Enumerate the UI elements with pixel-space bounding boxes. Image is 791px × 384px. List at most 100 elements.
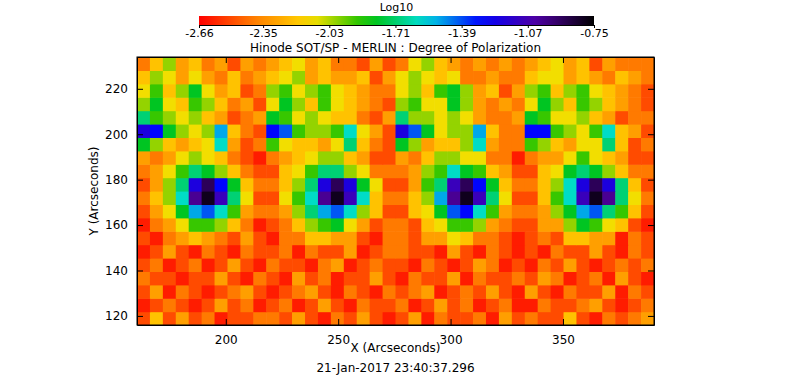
heatmap-cell: [318, 111, 332, 125]
heatmap-cell: [447, 191, 461, 205]
heatmap-cell: [176, 258, 190, 272]
heatmap-cell: [473, 151, 487, 165]
heatmap-cell: [564, 231, 578, 245]
heatmap-cell: [150, 245, 164, 259]
heatmap-cell: [215, 124, 229, 138]
heatmap-cell: [434, 57, 448, 71]
heatmap-cell: [279, 204, 293, 218]
heatmap-cell: [408, 137, 422, 151]
heatmap-cell: [227, 137, 241, 151]
heatmap-cell: [396, 137, 410, 151]
heatmap-cell: [615, 218, 629, 232]
heatmap-cell: [486, 231, 500, 245]
heatmap-cell: [383, 70, 397, 84]
heatmap-cell: [576, 164, 590, 178]
heatmap-cell: [576, 57, 590, 71]
heatmap-cell: [370, 151, 384, 165]
tick: 200: [105, 128, 143, 142]
heatmap-cell: [240, 178, 254, 192]
heatmap-cell: [421, 137, 435, 151]
heatmap-cell: [279, 218, 293, 232]
heatmap-cell: [628, 111, 642, 125]
heatmap-cell: [564, 245, 578, 259]
heatmap-cell: [305, 245, 319, 259]
heatmap-cell: [331, 97, 345, 111]
heatmap-cell: [589, 298, 603, 312]
heatmap-cell: [551, 271, 565, 285]
heatmap-cell: [421, 191, 435, 205]
heatmap-cell: [538, 70, 552, 84]
heatmap-cell: [551, 258, 565, 272]
heatmap-cell: [266, 231, 280, 245]
heatmap-cell: [370, 258, 384, 272]
heatmap-cell: [202, 164, 216, 178]
heatmap-cell: [525, 191, 539, 205]
heatmap-cell: [137, 191, 151, 205]
heatmap-cell: [266, 111, 280, 125]
heatmap-cell: [279, 258, 293, 272]
tick-mark: [137, 225, 143, 226]
heatmap-cell: [344, 191, 358, 205]
heatmap-cell: [499, 231, 513, 245]
heatmap-cell: [163, 258, 177, 272]
heatmap-cell: [305, 137, 319, 151]
heatmap-cell: [460, 298, 474, 312]
heatmap-cell: [538, 137, 552, 151]
heatmap-cell: [615, 97, 629, 111]
heatmap-cell: [499, 111, 513, 125]
tick: 220: [105, 82, 143, 96]
tick-mark: [137, 134, 143, 135]
heatmap-cell: [460, 178, 474, 192]
heatmap-cell: [564, 97, 578, 111]
heatmap-cell: [227, 258, 241, 272]
tick-label: 140: [105, 264, 128, 278]
heatmap-cell: [486, 151, 500, 165]
heatmap-cell: [344, 70, 358, 84]
heatmap-cell: [279, 151, 293, 165]
heatmap-cell: [383, 298, 397, 312]
heatmap-cell: [176, 57, 190, 71]
heatmap-cell: [421, 285, 435, 299]
heatmap-cell: [615, 191, 629, 205]
heatmap-cell: [305, 191, 319, 205]
heatmap-cell: [486, 164, 500, 178]
heatmap-cell: [227, 312, 241, 325]
heatmap-cell: [240, 57, 254, 71]
heatmap-cell: [202, 312, 216, 325]
heatmap-cell: [215, 164, 229, 178]
heatmap-cell: [279, 298, 293, 312]
heatmap-cell: [396, 204, 410, 218]
heatmap-cell: [253, 97, 267, 111]
heatmap-cell: [460, 191, 474, 205]
heatmap-cell: [460, 231, 474, 245]
heatmap-cell: [615, 151, 629, 165]
heatmap-cell: [447, 245, 461, 259]
colorbar-tick-label: -1.39: [448, 27, 476, 40]
heatmap-cell: [564, 271, 578, 285]
heatmap-cell: [434, 178, 448, 192]
heatmap-cell: [227, 204, 241, 218]
heatmap-cell: [163, 285, 177, 299]
heatmap-cell: [266, 84, 280, 98]
heatmap-cell: [344, 218, 358, 232]
heatmap-cell: [551, 245, 565, 259]
heatmap-cell: [227, 231, 241, 245]
heatmap-cell: [383, 204, 397, 218]
heatmap-cell: [357, 137, 371, 151]
heatmap-cell: [176, 245, 190, 259]
heatmap-cell: [641, 111, 654, 125]
heatmap-cell: [331, 137, 345, 151]
heatmap-cell: [137, 164, 151, 178]
heatmap-cell: [421, 70, 435, 84]
tick: 140: [105, 264, 143, 278]
heatmap-cell: [292, 285, 306, 299]
heatmap-cell: [499, 97, 513, 111]
heatmap-cell: [292, 111, 306, 125]
heatmap-cell: [551, 178, 565, 192]
heatmap-cell: [370, 124, 384, 138]
heatmap-cell: [564, 204, 578, 218]
heatmap-cell: [266, 151, 280, 165]
tick-mark: [563, 57, 564, 63]
heatmap-cell: [137, 111, 151, 125]
heatmap-cell: [551, 124, 565, 138]
